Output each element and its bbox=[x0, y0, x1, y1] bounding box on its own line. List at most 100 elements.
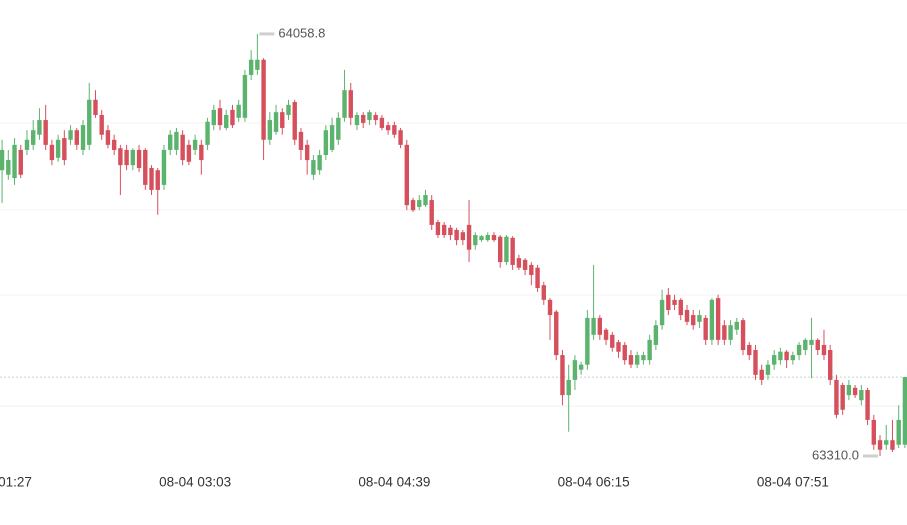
candle-body bbox=[398, 130, 403, 145]
candle-body bbox=[466, 224, 472, 250]
candle-body bbox=[286, 104, 291, 115]
candle-body bbox=[821, 344, 827, 356]
candle-body bbox=[809, 339, 814, 345]
candle-body bbox=[852, 387, 858, 396]
candle-body bbox=[267, 120, 273, 140]
candle-body bbox=[118, 148, 123, 166]
candle-body bbox=[473, 235, 478, 246]
candle-body bbox=[653, 325, 659, 345]
candle-body bbox=[298, 131, 304, 150]
candle-body bbox=[666, 294, 671, 310]
candle-body bbox=[902, 377, 907, 445]
candle-body bbox=[37, 120, 42, 135]
candle-body bbox=[610, 334, 615, 348]
candle-body bbox=[105, 130, 111, 145]
candle-body bbox=[734, 321, 740, 330]
candle-body bbox=[255, 59, 260, 70]
candle-body bbox=[622, 344, 627, 361]
candle-body bbox=[280, 112, 285, 128]
candle-body bbox=[12, 144, 17, 179]
candle-body bbox=[834, 379, 839, 415]
candle-body bbox=[441, 224, 447, 236]
candle-body bbox=[578, 364, 584, 370]
candle-body bbox=[771, 355, 777, 365]
candle-body bbox=[429, 200, 434, 225]
candle-body bbox=[865, 390, 870, 420]
candle-body bbox=[647, 339, 652, 361]
candle-body bbox=[740, 320, 746, 351]
candle-body bbox=[672, 299, 677, 305]
candle-body bbox=[392, 125, 397, 135]
annotation-label: 63310.0 bbox=[812, 447, 859, 462]
candle-body bbox=[68, 130, 73, 140]
candle-body bbox=[510, 237, 515, 265]
x-tick-label: 08-04 07:51 bbox=[757, 475, 829, 490]
candle-body bbox=[292, 102, 297, 140]
candle-body bbox=[585, 317, 590, 365]
candle-body bbox=[217, 108, 223, 126]
candle-body bbox=[759, 369, 764, 380]
candle-body bbox=[55, 139, 61, 158]
candle-body bbox=[516, 258, 522, 268]
candle-body bbox=[597, 317, 603, 335]
candle-body bbox=[136, 149, 142, 168]
candle-body bbox=[404, 144, 410, 206]
annotation-label: 64058.8 bbox=[278, 25, 325, 40]
candle-body bbox=[361, 114, 366, 123]
candle-body bbox=[379, 117, 385, 128]
candle-body bbox=[659, 299, 665, 326]
candle-body bbox=[130, 149, 136, 166]
candle-body bbox=[884, 440, 889, 445]
candle-body bbox=[199, 144, 204, 161]
candle-body bbox=[529, 264, 534, 276]
candle-body bbox=[803, 339, 808, 351]
candle-body bbox=[747, 344, 752, 356]
candle-body bbox=[877, 440, 883, 450]
candle-body bbox=[385, 125, 391, 131]
candle-body bbox=[423, 195, 428, 206]
candle-body bbox=[846, 384, 852, 396]
candle-body bbox=[354, 114, 360, 126]
candle-body bbox=[603, 329, 609, 340]
candle-body bbox=[765, 364, 771, 375]
candle-body bbox=[192, 139, 198, 150]
candle-body bbox=[143, 149, 148, 185]
candle-body bbox=[348, 90, 353, 118]
candle-body bbox=[205, 121, 210, 145]
candle-body bbox=[566, 379, 571, 396]
candle-body bbox=[448, 227, 453, 236]
candle-body bbox=[890, 440, 895, 450]
candle-body bbox=[18, 149, 23, 175]
candle-body bbox=[93, 99, 98, 115]
candle-body bbox=[753, 350, 758, 375]
x-tick-label: 08-04 01:27 bbox=[0, 475, 32, 490]
candle-body bbox=[329, 125, 335, 150]
candle-body bbox=[236, 104, 241, 118]
candle-body bbox=[373, 114, 378, 121]
candle-body bbox=[311, 160, 316, 175]
candle-body bbox=[87, 99, 92, 145]
candle-body bbox=[317, 155, 322, 171]
candle-body bbox=[796, 344, 802, 356]
candle-body bbox=[62, 138, 67, 161]
candle-body bbox=[43, 120, 48, 145]
candle-body bbox=[840, 384, 845, 410]
candle-body bbox=[684, 310, 690, 322]
candle-body bbox=[124, 149, 129, 166]
candle-body bbox=[273, 112, 279, 132]
x-tick-label: 08-04 03:03 bbox=[159, 475, 231, 490]
candle-body bbox=[678, 299, 683, 316]
candle-body bbox=[460, 232, 466, 241]
candle-body bbox=[703, 317, 708, 340]
candle-body bbox=[722, 325, 727, 340]
candle-body bbox=[547, 299, 553, 316]
candle-body bbox=[828, 350, 833, 380]
candle-body bbox=[454, 229, 459, 241]
candle-body bbox=[149, 167, 154, 190]
candle-body bbox=[535, 267, 540, 289]
candle-body bbox=[697, 315, 702, 322]
candle-body bbox=[628, 355, 634, 365]
